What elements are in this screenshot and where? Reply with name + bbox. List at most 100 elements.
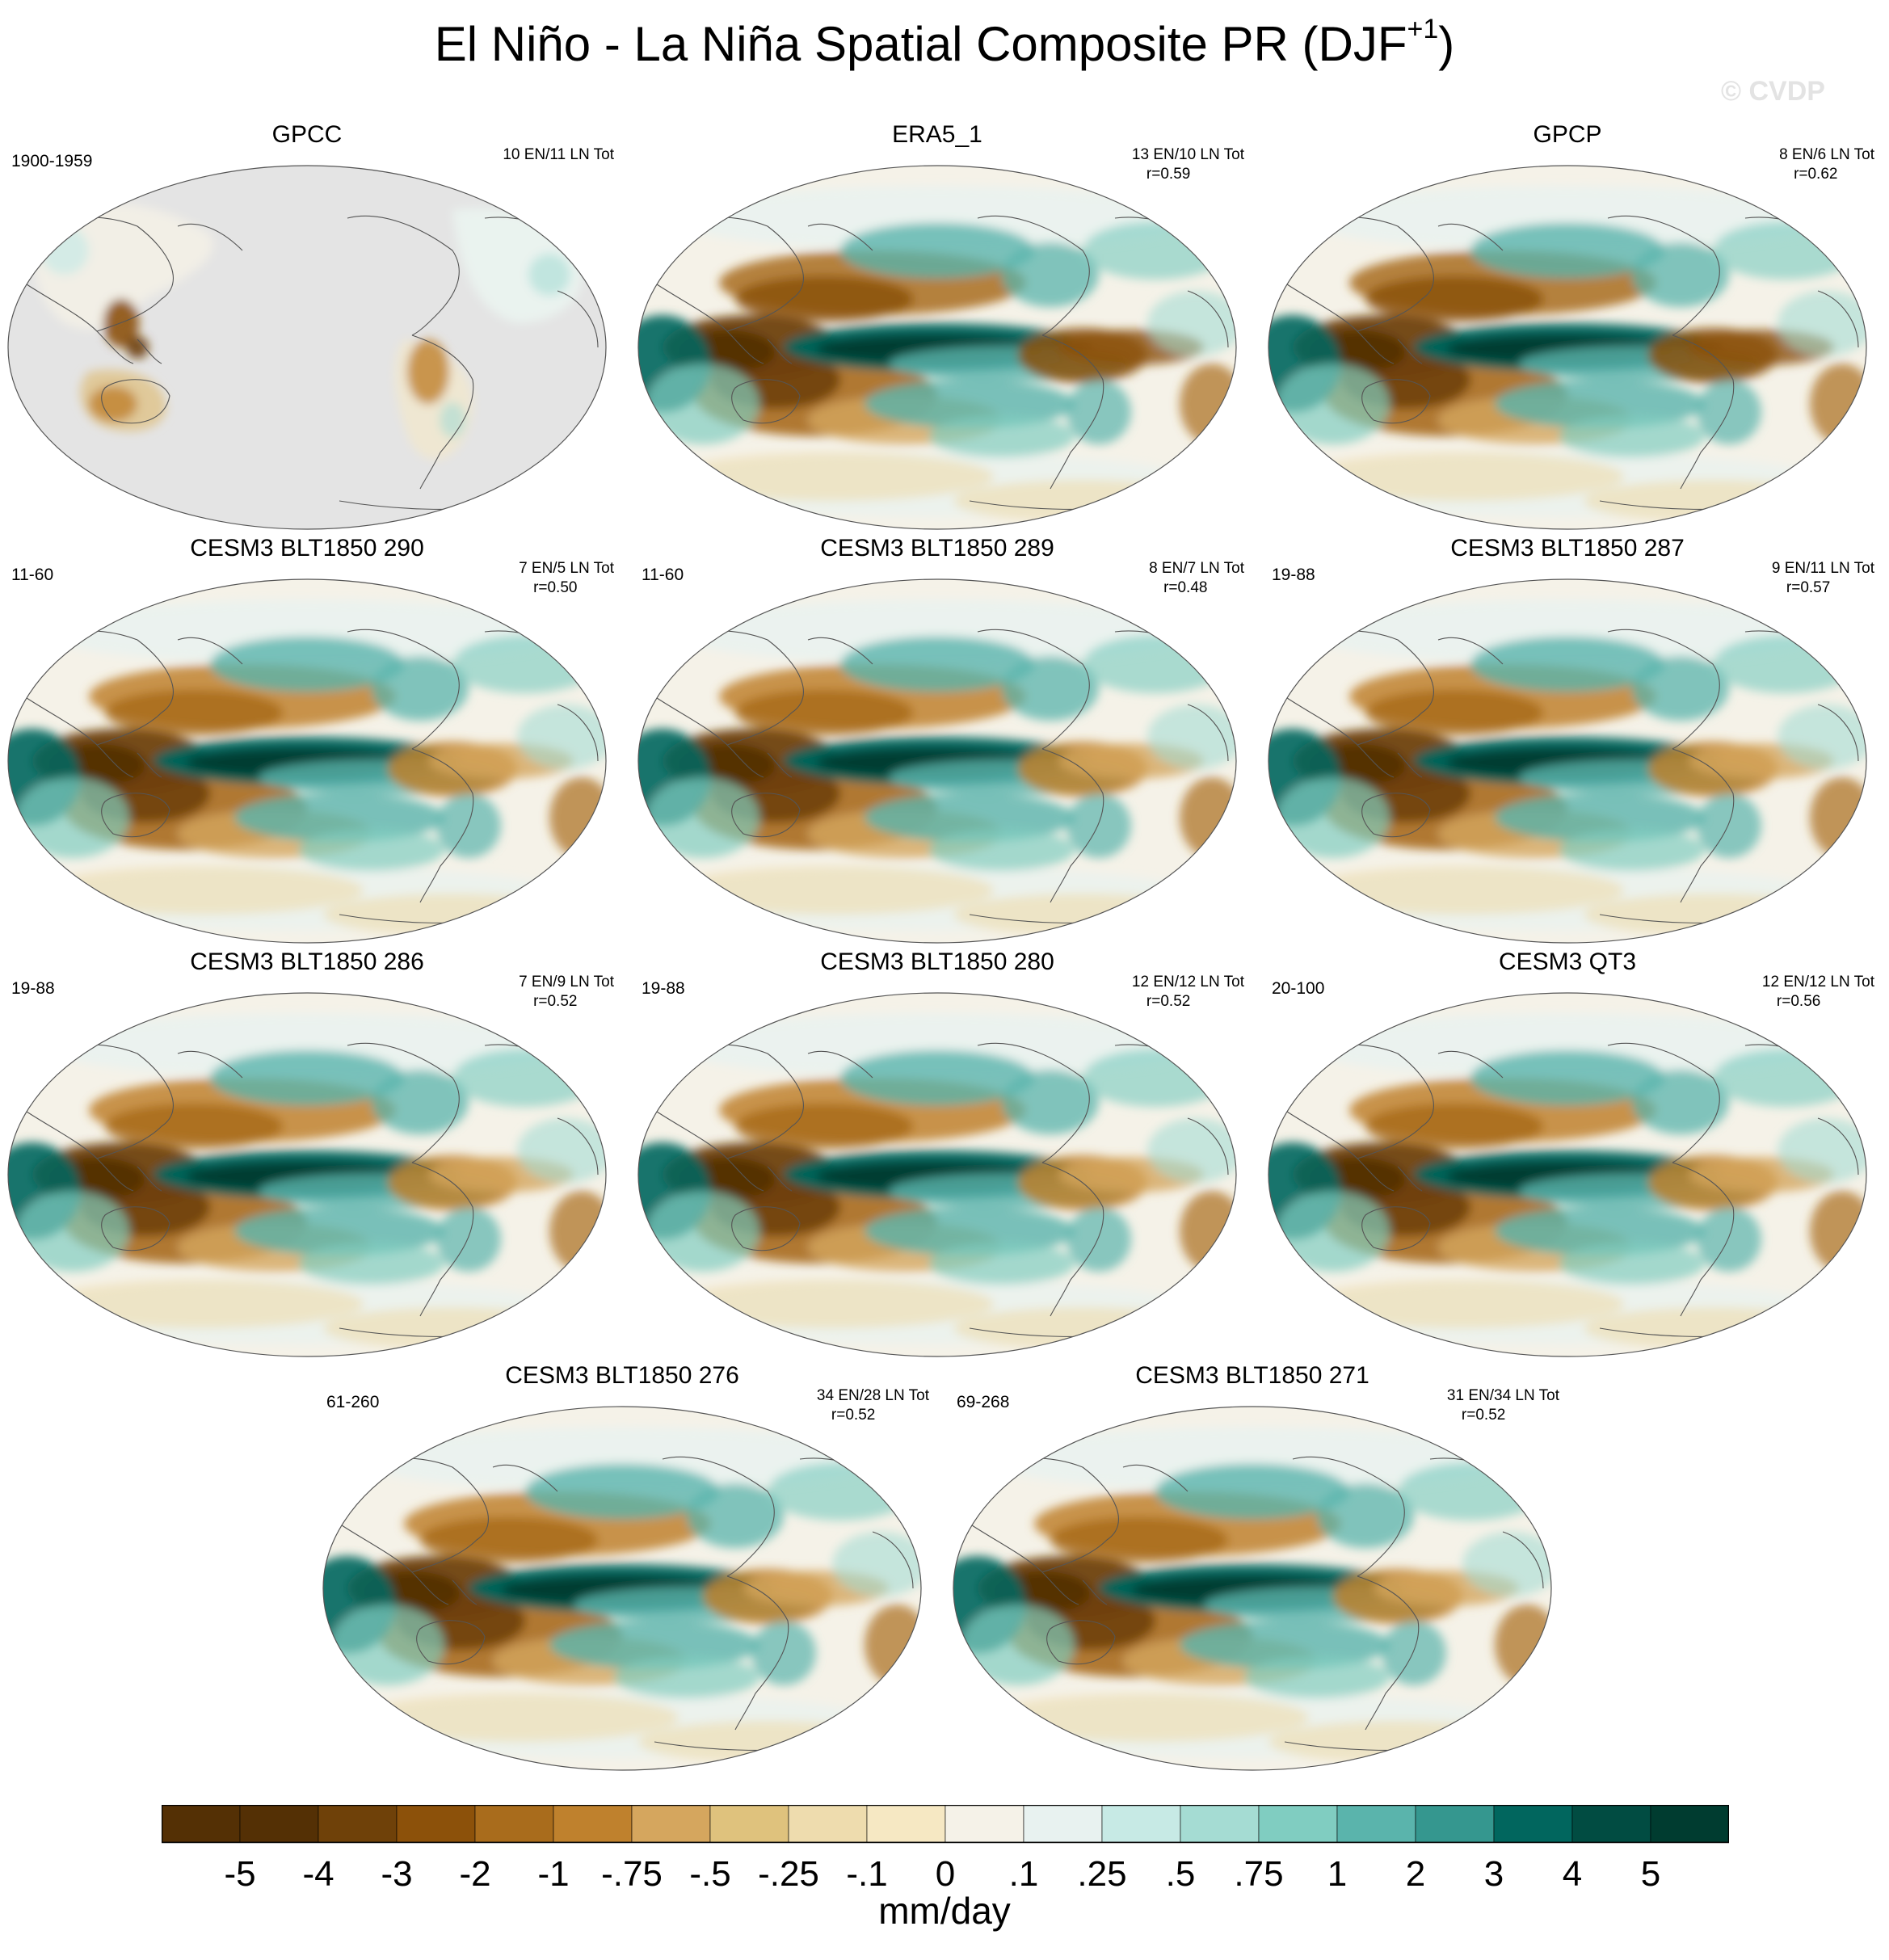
colorbar-box <box>1336 1805 1416 1843</box>
map-panel-qt3: CESM3 QT3 20-100 12 EN/12 LN Tot r=0.56 <box>1260 948 1874 1361</box>
panel-counts: 7 EN/9 LN Tot r=0.52 <box>519 974 614 1010</box>
map-panel-m276: CESM3 BLT1850 276 61-260 34 EN/28 LN Tot… <box>315 1362 929 1774</box>
colorbar-box <box>944 1805 1024 1843</box>
map-border <box>953 1406 1552 1771</box>
map-panel-m286: CESM3 BLT1850 286 19-88 7 EN/9 LN Tot r=0… <box>0 948 614 1361</box>
cvdp-watermark: © CVDP <box>1721 76 1825 107</box>
robinson-map <box>7 165 607 530</box>
colorbar-tick-label: -.1 <box>846 1854 887 1894</box>
map-border <box>1268 578 1867 944</box>
panel-period: 11-60 <box>642 566 684 584</box>
robinson-map <box>1268 165 1867 530</box>
colorbar-box <box>788 1805 868 1843</box>
panel-counts: 7 EN/5 LN Tot r=0.50 <box>519 560 614 596</box>
robinson-map <box>1268 992 1867 1357</box>
robinson-map <box>322 1406 922 1771</box>
map-panel-era5: ERA5_1 13 EN/10 LN Tot r=0.59 <box>630 121 1244 533</box>
panel-counts: 31 EN/34 LN Tot r=0.52 <box>1446 1387 1559 1424</box>
colorbar-tick-label: -5 <box>224 1854 255 1894</box>
colorbar-tick-label: 0 <box>936 1854 955 1894</box>
colorbar-tick-label: .75 <box>1234 1854 1283 1894</box>
panel-counts: 10 EN/11 LN Tot <box>503 146 614 163</box>
panel-counts: 12 EN/12 LN Tot r=0.56 <box>1761 974 1874 1010</box>
map-border <box>637 165 1237 530</box>
colorbar-tick-label: -3 <box>381 1854 412 1894</box>
panel-title: CESM3 BLT1850 287 <box>1450 535 1685 562</box>
map-panel-m287: CESM3 BLT1850 287 19-88 9 EN/11 LN Tot r=… <box>1260 535 1874 947</box>
robinson-map <box>637 578 1237 944</box>
colorbar-box <box>1493 1805 1573 1843</box>
map-panel-m271: CESM3 BLT1850 271 69-268 31 EN/34 LN Tot… <box>945 1362 1559 1774</box>
map-border <box>7 578 607 944</box>
map-panel-gpcp: GPCP 8 EN/6 LN Tot r=0.62 <box>1260 121 1874 533</box>
map-border <box>1268 992 1867 1357</box>
colorbar-box <box>553 1805 633 1843</box>
colorbar-box <box>239 1805 319 1843</box>
colorbar-box <box>709 1805 789 1843</box>
panel-title: CESM3 BLT1850 290 <box>190 535 424 562</box>
colorbar-tick-label: -.75 <box>601 1854 663 1894</box>
map-border <box>322 1406 922 1771</box>
colorbar-tick-label: -1 <box>537 1854 569 1894</box>
panel-period: 1900-1959 <box>11 152 93 170</box>
colorbar-box <box>866 1805 946 1843</box>
robinson-map <box>7 578 607 944</box>
panel-period: 61-260 <box>326 1393 380 1411</box>
panel-counts: 12 EN/12 LN Tot r=0.52 <box>1131 974 1244 1010</box>
robinson-map <box>637 992 1237 1357</box>
colorbar: -5 -4 -3 -2 -1 -.75 -.5 -.25 -.1 0 .1 .25 .5 .75 1 2 3 4 5 <box>162 1805 1729 1894</box>
colorbar-tick-label: .25 <box>1077 1854 1126 1894</box>
colorbar-tick-label: 3 <box>1484 1854 1504 1894</box>
panel-title: GPCC <box>271 121 343 148</box>
map-panel-m280: CESM3 BLT1850 280 19-88 12 EN/12 LN Tot r… <box>630 948 1244 1361</box>
panel-title: CESM3 QT3 <box>1498 948 1637 975</box>
map-panel-m290: CESM3 BLT1850 290 11-60 7 EN/5 LN Tot r=0… <box>0 535 614 947</box>
map-border <box>7 992 607 1357</box>
colorbar-tick-label: 1 <box>1327 1854 1347 1894</box>
panel-title: CESM3 BLT1850 286 <box>190 948 424 975</box>
colorbar-box <box>474 1805 554 1843</box>
colorbar-tick-label: 4 <box>1563 1854 1582 1894</box>
map-border <box>637 578 1237 944</box>
panel-period: 11-60 <box>11 566 54 584</box>
panel-counts: 13 EN/10 LN Tot r=0.59 <box>1131 146 1244 183</box>
robinson-map <box>7 992 607 1357</box>
colorbar-tick-label: .5 <box>1166 1854 1196 1894</box>
colorbar-box <box>1180 1805 1260 1843</box>
panel-period: 19-88 <box>11 979 55 998</box>
panel-title: CESM3 BLT1850 280 <box>820 948 1054 975</box>
colorbar-box <box>1571 1805 1651 1843</box>
map-border <box>1268 165 1867 530</box>
map-border <box>637 992 1237 1357</box>
panel-title: CESM3 BLT1850 276 <box>505 1362 739 1389</box>
robinson-map <box>953 1406 1552 1771</box>
panel-period: 69-268 <box>957 1393 1010 1411</box>
colorbar-tick-label: 5 <box>1641 1854 1660 1894</box>
robinson-map <box>637 165 1237 530</box>
colorbar-tick-label: -2 <box>459 1854 490 1894</box>
panel-counts: 8 EN/7 LN Tot r=0.48 <box>1149 560 1244 596</box>
panel-title: GPCP <box>1533 121 1602 148</box>
colorbar-tick-label: -4 <box>302 1854 334 1894</box>
colorbar-box <box>1415 1805 1495 1843</box>
panel-period: 19-88 <box>1272 566 1315 584</box>
colorbar-box <box>1101 1805 1181 1843</box>
panel-counts: 8 EN/6 LN Tot r=0.62 <box>1779 146 1874 183</box>
panel-period: 20-100 <box>1272 979 1325 998</box>
colorbar-tick-label: 2 <box>1406 1854 1425 1894</box>
colorbar-box <box>162 1805 241 1843</box>
colorbar-box <box>631 1805 711 1843</box>
panel-counts: 34 EN/28 LN Tot r=0.52 <box>816 1387 929 1424</box>
robinson-map <box>1268 578 1867 944</box>
colorbar-box <box>318 1805 398 1843</box>
colorbar-box <box>1258 1805 1338 1843</box>
colorbar-box <box>1023 1805 1103 1843</box>
panel-counts: 9 EN/11 LN Tot r=0.57 <box>1771 560 1874 596</box>
colorbar-tick-label: -.25 <box>758 1854 819 1894</box>
colorbar-units: mm/day <box>878 1890 1011 1932</box>
panel-period: 19-88 <box>642 979 685 998</box>
main-title: El Niño - La Niña Spatial Composite PR (… <box>434 14 1455 71</box>
colorbar-tick-label: -.5 <box>689 1854 730 1894</box>
colorbar-tick-label: .1 <box>1009 1854 1039 1894</box>
map-border <box>7 165 607 530</box>
